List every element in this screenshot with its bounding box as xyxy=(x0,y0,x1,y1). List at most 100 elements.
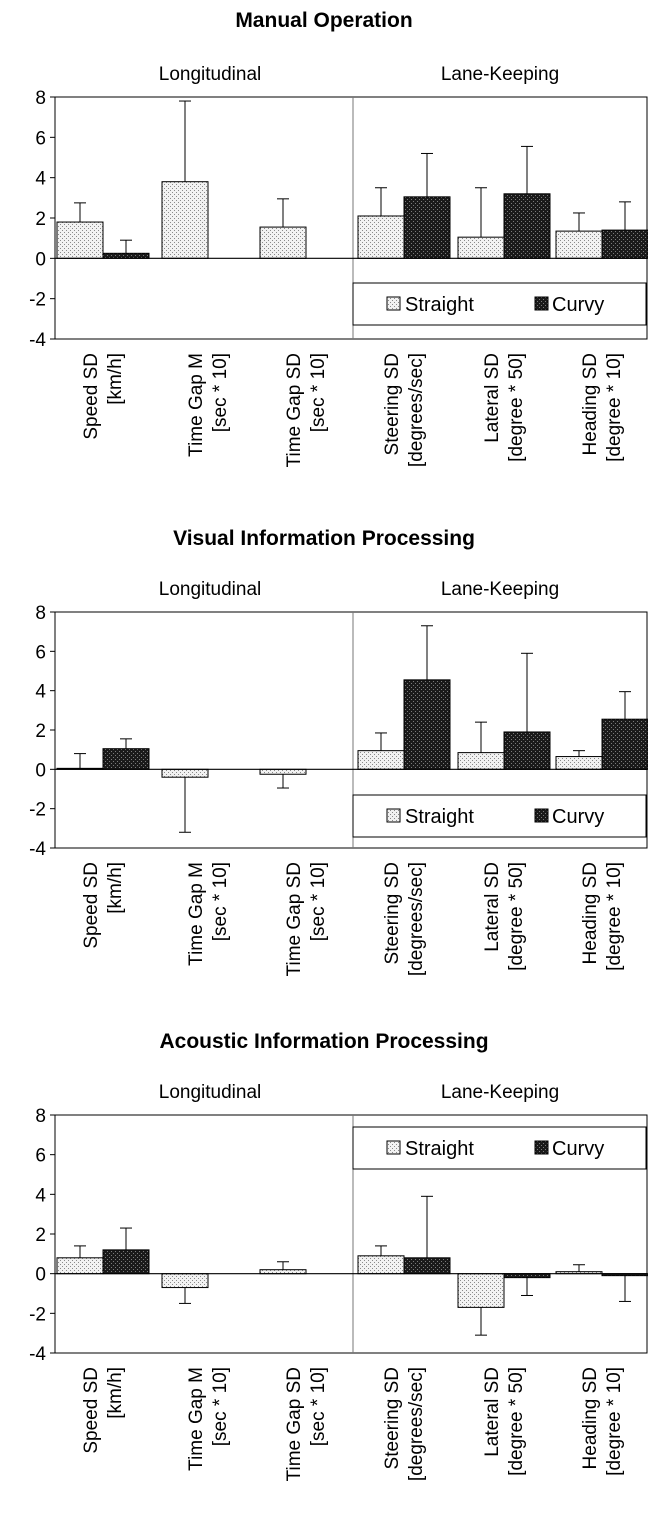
legend-box xyxy=(352,794,647,838)
bar-straight xyxy=(457,752,505,770)
chart-title: Manual Operation xyxy=(235,9,412,32)
y-tick-label: 8 xyxy=(35,1106,46,1127)
category-label: Time Gap SD xyxy=(284,353,305,467)
bar-straight xyxy=(555,230,603,259)
chart-title: Acoustic Information Processing xyxy=(159,1030,488,1053)
category-unit-label: [sec * 10] xyxy=(308,1367,329,1446)
group-label-lane-keeping: Lane-Keeping xyxy=(441,64,559,85)
bar-curvy xyxy=(102,1249,150,1275)
y-tick-label: -2 xyxy=(29,1304,46,1325)
bar-curvy xyxy=(403,196,451,259)
y-tick-label: 0 xyxy=(35,760,46,781)
legend-label-straight: Straight xyxy=(405,806,474,828)
y-tick-label: -2 xyxy=(29,290,46,311)
bar-curvy xyxy=(503,193,551,259)
category-label: Speed SD xyxy=(81,1367,102,1454)
group-label-lane-keeping: Lane-Keeping xyxy=(441,579,559,600)
y-tick-label: -2 xyxy=(29,800,46,821)
category-unit-label: [degrees/sec] xyxy=(406,353,427,467)
category-label: Lateral SD xyxy=(482,1367,503,1457)
bar-straight xyxy=(457,1273,505,1308)
y-tick-label: -4 xyxy=(29,839,46,860)
bar-curvy xyxy=(503,731,551,770)
legend-swatch-curvy xyxy=(534,296,549,311)
category-unit-label: [sec * 10] xyxy=(210,1367,231,1446)
legend-swatch-straight xyxy=(386,1140,401,1155)
bar-curvy xyxy=(403,679,451,770)
legend-swatch-straight xyxy=(386,808,401,823)
group-label-longitudinal: Longitudinal xyxy=(159,64,261,85)
category-label: Speed SD xyxy=(81,353,102,440)
category-unit-label: [degrees/sec] xyxy=(406,862,427,976)
y-tick-label: 8 xyxy=(35,603,46,624)
bar-straight xyxy=(357,750,405,770)
category-unit-label: [sec * 10] xyxy=(210,353,231,432)
y-tick-label: 0 xyxy=(35,249,46,270)
category-unit-label: [km/h] xyxy=(105,353,126,405)
y-tick-label: 4 xyxy=(35,682,46,703)
bar-curvy xyxy=(102,252,150,259)
bar-straight xyxy=(259,226,307,259)
category-label: Time Gap M xyxy=(186,862,207,966)
category-unit-label: [km/h] xyxy=(105,862,126,914)
category-label: Steering SD xyxy=(382,353,403,455)
y-tick-label: 8 xyxy=(35,88,46,109)
bar-straight xyxy=(161,1273,209,1289)
category-label: Time Gap M xyxy=(186,1367,207,1471)
y-tick-label: 0 xyxy=(35,1265,46,1286)
category-label: Time Gap SD xyxy=(284,1367,305,1481)
bar-straight xyxy=(161,768,209,778)
category-unit-label: [sec * 10] xyxy=(308,862,329,941)
y-tick-label: 4 xyxy=(35,169,46,190)
bar-straight xyxy=(56,1257,104,1275)
category-unit-label: [degree * 50] xyxy=(506,1367,527,1476)
chart-title: Visual Information Processing xyxy=(173,527,475,550)
y-tick-label: -4 xyxy=(29,330,46,351)
legend-swatch-curvy xyxy=(534,808,549,823)
y-tick-label: 4 xyxy=(35,1185,46,1206)
category-unit-label: [degree * 10] xyxy=(604,1367,625,1476)
legend-label-curvy: Curvy xyxy=(552,806,604,828)
category-unit-label: [degree * 10] xyxy=(604,862,625,971)
legend-swatch-curvy xyxy=(534,1140,549,1155)
bar-straight xyxy=(357,215,405,259)
category-unit-label: [km/h] xyxy=(105,1367,126,1419)
category-unit-label: [degree * 10] xyxy=(604,353,625,462)
bar-straight xyxy=(161,181,209,259)
group-label-longitudinal: Longitudinal xyxy=(159,579,261,600)
category-label: Lateral SD xyxy=(482,862,503,952)
bar-straight xyxy=(457,236,505,259)
legend-label-curvy: Curvy xyxy=(552,294,604,316)
category-unit-label: [degrees/sec] xyxy=(406,1367,427,1481)
legend-swatch-straight xyxy=(386,296,401,311)
y-tick-label: 2 xyxy=(35,1225,46,1246)
category-label: Lateral SD xyxy=(482,353,503,443)
bar-curvy xyxy=(601,229,648,259)
category-label: Time Gap M xyxy=(186,353,207,457)
category-label: Time Gap SD xyxy=(284,862,305,976)
bar-straight xyxy=(555,756,603,770)
bar-straight xyxy=(259,768,307,775)
y-tick-label: 6 xyxy=(35,642,46,663)
y-tick-label: 2 xyxy=(35,209,46,230)
bar-straight xyxy=(56,221,104,259)
category-unit-label: [sec * 10] xyxy=(210,862,231,941)
bar-curvy xyxy=(403,1257,451,1275)
legend-box xyxy=(352,282,647,326)
category-label: Heading SD xyxy=(580,1367,601,1469)
group-label-lane-keeping: Lane-Keeping xyxy=(441,1082,559,1103)
bar-straight xyxy=(357,1255,405,1275)
y-tick-label: -4 xyxy=(29,1344,46,1365)
panel-1: Manual Operation Longitudinal Lane-Keeping… xyxy=(29,9,648,467)
category-label: Heading SD xyxy=(580,353,601,455)
legend-label-curvy: Curvy xyxy=(552,1138,604,1160)
legend-box xyxy=(352,1126,647,1170)
category-unit-label: [degree * 50] xyxy=(506,353,527,462)
panel-2: Visual Information Processing Longitudina… xyxy=(29,527,648,976)
category-label: Speed SD xyxy=(81,862,102,949)
bar-curvy xyxy=(601,718,648,770)
legend-label-straight: Straight xyxy=(405,294,474,316)
group-label-longitudinal: Longitudinal xyxy=(159,1082,261,1103)
panel-3: Acoustic Information Processing Longitudi… xyxy=(29,1030,648,1481)
